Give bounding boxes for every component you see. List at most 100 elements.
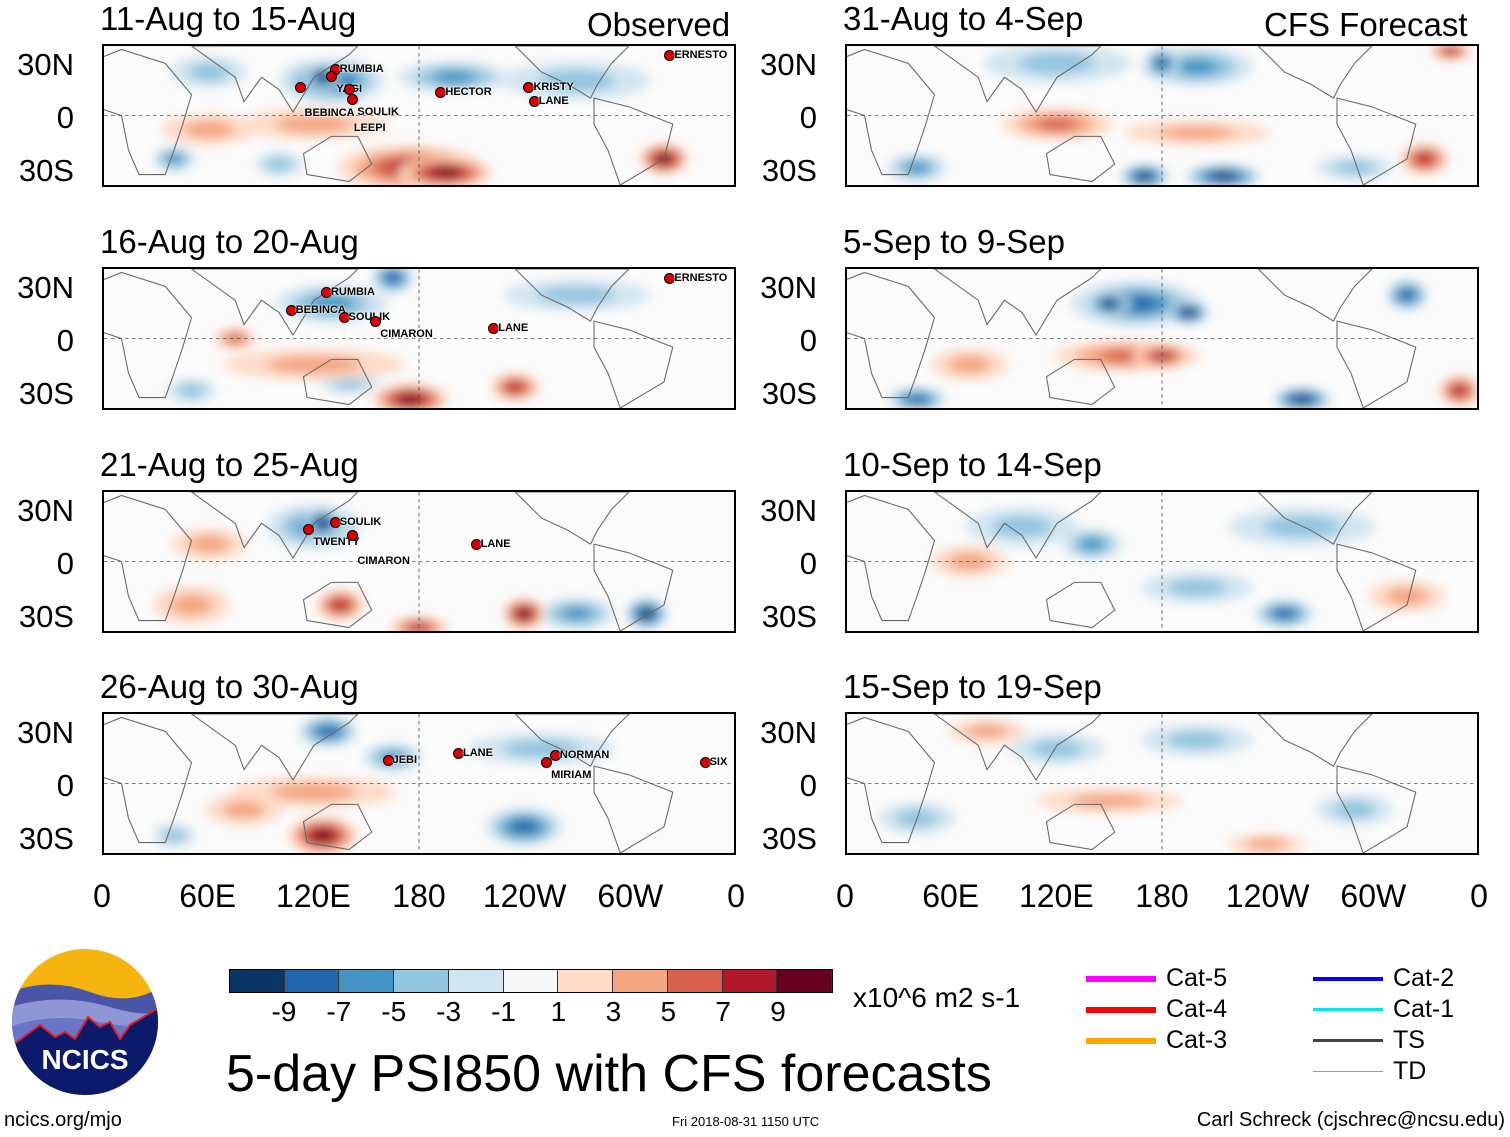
coastline: [847, 716, 936, 844]
storm-marker-icon: [453, 748, 465, 760]
storm-marker-icon: [343, 83, 355, 95]
anomaly-contour: [1176, 59, 1218, 75]
lat-label: 0: [799, 768, 817, 803]
anomaly-contour: [1451, 385, 1468, 396]
storm-marker-icon: [549, 749, 561, 761]
storm-marker-icon: [664, 272, 676, 284]
colorbar-label: 3: [605, 996, 622, 1027]
anomaly-contour: [433, 70, 475, 84]
anomaly-contour: [188, 63, 230, 81]
storm-label: HECTOR: [445, 86, 492, 99]
anomaly-contour: [1415, 153, 1434, 165]
lat-label: 0: [799, 100, 817, 135]
anomaly-contour: [265, 157, 293, 172]
anomaly-contour: [1212, 172, 1234, 181]
anomaly-contour: [1079, 537, 1105, 551]
legend-item: Cat-3: [1086, 1026, 1227, 1055]
anomaly-contour: [906, 394, 928, 404]
legend-label: Cat-3: [1166, 1026, 1228, 1054]
storm-marker-icon: [664, 49, 676, 61]
coastline: [1336, 97, 1417, 185]
coastline: [847, 494, 936, 622]
lat-label: 30S: [18, 821, 74, 856]
anomaly-contour: [966, 724, 1008, 739]
map-panel: [102, 44, 736, 187]
storm-marker-icon: [338, 312, 350, 324]
coastline: [1045, 581, 1116, 629]
storm-marker-icon: [294, 81, 306, 93]
coastline: [593, 97, 674, 185]
legend-line-icon: [1313, 976, 1383, 981]
anomaly-contour: [225, 333, 245, 344]
storm-label: CIMARON: [357, 554, 410, 567]
coastline: [104, 271, 193, 399]
legend-line-icon: [1313, 1039, 1383, 1042]
map-panel: [102, 267, 736, 410]
storm-label: LANE: [480, 537, 511, 550]
site-link[interactable]: ncics.org/mjo: [4, 1109, 122, 1131]
anomaly-contour: [1181, 308, 1196, 317]
storm-marker-icon: [329, 517, 341, 529]
coastline: [302, 803, 373, 851]
storm-marker-icon: [699, 757, 711, 769]
storm-label: ERNESTO: [674, 48, 728, 61]
storm-marker-icon: [347, 94, 359, 106]
storm-label: BEBINCA: [304, 106, 355, 119]
anomaly-contour: [188, 535, 230, 553]
storm-marker-icon: [370, 315, 382, 327]
colorbar-swatch: [230, 970, 285, 992]
anomaly-contour: [639, 609, 654, 619]
coastline: [514, 46, 630, 99]
storm-marker-icon: [326, 71, 338, 83]
legend-label: Cat-5: [1166, 964, 1228, 992]
coastline: [1336, 320, 1417, 408]
coastline: [302, 135, 373, 183]
legend-item: Cat-2: [1313, 964, 1454, 993]
legend-label: Cat-1: [1393, 995, 1455, 1023]
coastline: [1257, 46, 1373, 99]
storm-label: LEEPI: [353, 121, 386, 134]
panel-title: 5-Sep to 9-Sep: [843, 223, 1065, 260]
legend-label: Cat-4: [1166, 995, 1228, 1023]
lat-label: 30N: [760, 270, 817, 305]
lat-label: 30N: [17, 493, 74, 528]
anomaly-contour: [266, 355, 362, 374]
lat-label: 0: [56, 768, 74, 803]
anomaly-contour: [1102, 299, 1117, 308]
lat-label: 30N: [17, 270, 74, 305]
coastline: [1257, 269, 1373, 322]
lat-label: 30S: [18, 599, 74, 634]
anomaly-contour: [1167, 731, 1227, 749]
coastline: [1045, 358, 1116, 406]
map-panel: [845, 712, 1479, 855]
lon-label: 0: [93, 878, 111, 914]
lat-label: 0: [56, 323, 74, 358]
anomaly-contour: [316, 73, 330, 82]
map-panel: [102, 490, 736, 633]
lon-label: 60E: [179, 878, 237, 914]
storm-marker-icon: [285, 304, 297, 316]
coastline: [847, 271, 936, 399]
lon-label: 0: [727, 878, 745, 914]
storm-label: RUMBIA: [330, 286, 375, 299]
lon-label: 120W: [1225, 878, 1310, 914]
lon-label: 0: [1470, 878, 1488, 914]
coastline: [1045, 135, 1116, 183]
storm-marker-icon: [470, 538, 482, 550]
lat-label: 30N: [760, 715, 817, 750]
lon-label: 120W: [482, 878, 567, 914]
coastline: [593, 320, 674, 408]
lat-label: 0: [56, 546, 74, 581]
legend-item: Cat-1: [1313, 995, 1454, 1024]
coastline: [190, 492, 359, 560]
storm-label: ERNESTO: [674, 271, 728, 284]
ncics-logo: NCICS: [12, 949, 158, 1095]
lat-label: 30S: [18, 376, 74, 411]
colorbar-swatch: [339, 970, 395, 992]
coastline: [514, 492, 630, 545]
observed-label: Observed: [587, 6, 731, 43]
colorbar-label: 9: [770, 996, 786, 1027]
lat-label: 30N: [17, 715, 74, 750]
coastline: [514, 714, 630, 767]
legend-item: Cat-4: [1086, 995, 1227, 1024]
